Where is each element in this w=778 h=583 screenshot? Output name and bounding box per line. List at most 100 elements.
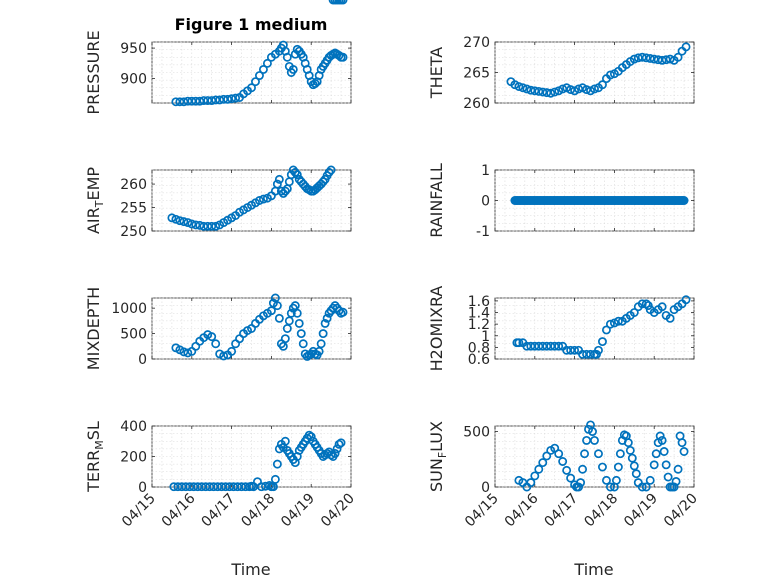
data-point [183, 218, 193, 228]
data-point [292, 170, 302, 180]
data-point [538, 87, 548, 97]
data-point [296, 329, 306, 339]
data-point [601, 475, 611, 485]
data-point [262, 58, 272, 68]
y-tick-label: 1 [481, 329, 490, 345]
data-point [270, 293, 280, 303]
data-point [629, 54, 639, 64]
data-point [288, 64, 298, 74]
data-point [318, 329, 328, 339]
y-axis-label: TERRMSL [84, 421, 106, 493]
data-point [330, 449, 340, 458]
subplot-4: -1 0 1 RAINFALL [427, 163, 695, 240]
data-point [318, 177, 328, 187]
subplot-3: 250 255 260 AIRTEMP [84, 0, 352, 240]
data-point [558, 457, 568, 466]
data-point [590, 435, 599, 445]
y-tick-label: 260 [463, 96, 490, 112]
data-point [227, 346, 237, 356]
data-point [574, 482, 584, 492]
y-tick-label: 265 [463, 66, 490, 82]
data-point [187, 219, 197, 229]
data-point [657, 55, 667, 65]
data-point [659, 447, 669, 456]
y-tick-label: 0 [138, 352, 147, 368]
y-tick-label: 0.6 [468, 352, 490, 368]
data-point [272, 459, 282, 469]
data-point [669, 482, 679, 492]
data-point [258, 64, 268, 74]
data-point [538, 458, 548, 468]
data-point [586, 349, 595, 359]
data-point [247, 83, 256, 93]
subplot-8: 0 500 SUNFLUX 04/15 04/16 04/17 04/18 04/19 04/2… [427, 420, 701, 531]
x-axis-label-right: Time [573, 560, 613, 579]
data-point [534, 86, 544, 96]
y-tick-label: 1.6 [468, 294, 490, 310]
data-point [526, 85, 536, 95]
data-point [576, 478, 586, 488]
x-tick-label: 04/15 [462, 491, 502, 531]
data-point [316, 339, 326, 349]
data-point [627, 453, 637, 463]
y-axis-label: PRESSURE [84, 30, 103, 114]
data-point [615, 449, 625, 459]
data-point [334, 439, 344, 449]
data-point [546, 88, 556, 98]
data-point [594, 345, 603, 355]
data-point [338, 0, 348, 5]
data-point [679, 196, 689, 205]
data-point [255, 71, 264, 81]
data-point [645, 54, 655, 63]
data-point [598, 80, 607, 90]
data-point [679, 447, 689, 456]
y-tick-label: 0 [481, 480, 490, 496]
data-point [326, 450, 336, 460]
data-point [645, 475, 655, 485]
data-point [590, 84, 599, 94]
data-point [304, 430, 314, 440]
data-point [681, 295, 691, 305]
x-tick-label: 04/17 [199, 491, 239, 531]
data-point [191, 220, 201, 230]
data-point [284, 316, 294, 326]
data-point [280, 186, 290, 196]
data-point [332, 444, 342, 454]
data-point [324, 167, 334, 177]
data-point [171, 214, 181, 224]
data-point [641, 482, 651, 492]
data-point [605, 482, 615, 492]
data-point [338, 307, 348, 317]
data-point [298, 339, 308, 349]
data-point [167, 213, 177, 223]
data-point [663, 472, 673, 482]
data-point [272, 179, 282, 189]
data-point [211, 221, 221, 231]
data-point [223, 94, 233, 104]
data-point [657, 302, 667, 312]
data-point [175, 216, 185, 226]
y-tick-label: 0 [481, 194, 490, 210]
data-point [266, 306, 276, 316]
data-point [274, 174, 284, 184]
data-point [629, 461, 639, 471]
y-tick-label: 900 [120, 72, 147, 88]
data-point [554, 341, 564, 351]
data-point [580, 449, 590, 459]
data-point [611, 475, 621, 485]
data-point [274, 444, 284, 454]
y-tick-label: 1.2 [468, 317, 490, 333]
y-tick-label: 500 [120, 327, 147, 343]
data-point [681, 42, 691, 52]
data-point [314, 346, 324, 356]
y-tick-label: 255 [120, 201, 147, 217]
data-point [326, 165, 336, 175]
data-point [195, 220, 205, 230]
data-point [179, 217, 189, 227]
data-point [534, 464, 544, 474]
x-tick-label: 04/16 [159, 490, 199, 530]
data-point [677, 438, 687, 448]
data-point [280, 334, 290, 344]
data-point [665, 313, 675, 323]
